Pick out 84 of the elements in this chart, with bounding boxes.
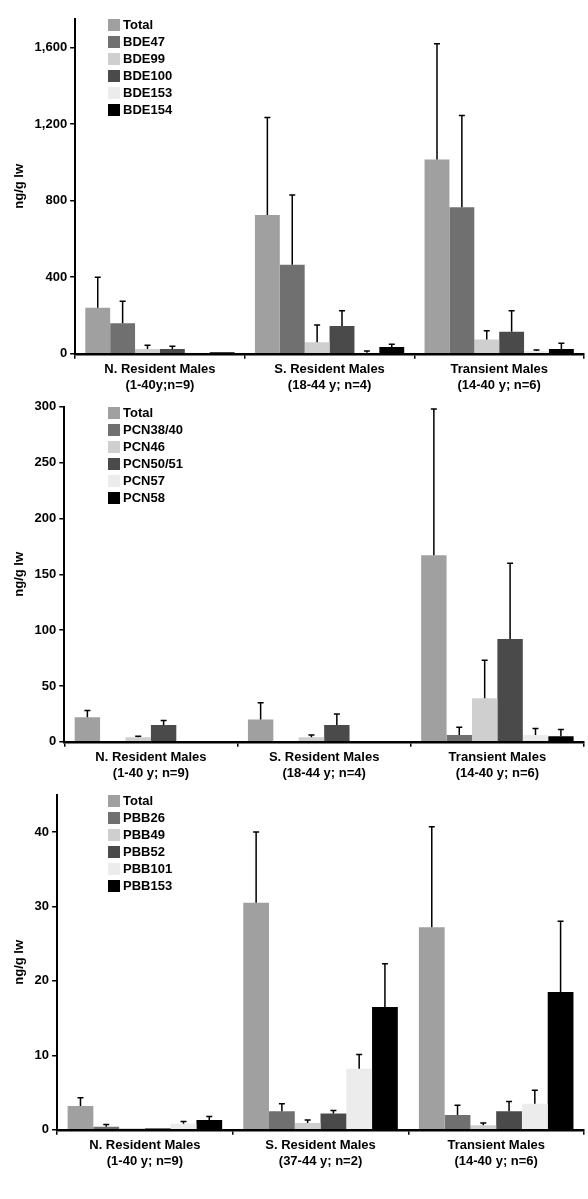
bar [449,207,475,354]
legend-label: Total [123,16,154,33]
bar [329,326,355,354]
bar [159,349,185,354]
x-tick-label: S. Resident Males (37-44 y; n=2) [265,1137,376,1168]
bar [320,1113,347,1130]
legend-label: PBB153 [123,877,173,894]
bar [524,350,549,354]
x-tick-label: N. Resident Males (1-40y;n=9) [104,361,216,392]
bar [470,1125,497,1130]
bar [279,264,305,354]
bar [135,349,160,354]
bar [170,1123,197,1130]
legend-label: PCN38/40 [123,421,183,438]
x-tick-label: S. Resident Males (18-44 y; n=4) [268,749,380,780]
legend-label: Total [123,792,154,809]
bar [150,725,177,742]
bar [446,735,472,742]
y-axis-title: ng/g lw [11,939,27,985]
bar [67,1105,94,1130]
bar [74,717,101,742]
y-tick-label: 30 [34,898,50,914]
bar [269,1111,295,1130]
legend-label: PBB52 [123,843,165,860]
legend-label: PCN57 [123,472,165,489]
x-tick-label: N. Resident Males (1-40 y; n=9) [89,1137,201,1168]
bar [254,215,280,354]
y-tick-label: 10 [34,1046,50,1062]
legend-label: BDE154 [123,101,173,118]
legend-label: BDE47 [123,33,165,50]
y-tick-label: 400 [45,268,68,284]
legend-label: PCN46 [123,438,165,455]
y-tick-label: 50 [41,677,57,693]
bar [497,639,523,742]
bar [294,1123,321,1130]
y-tick-label: 1,200 [34,115,68,131]
legend-label: BDE99 [123,50,165,67]
y-tick-label: 40 [34,823,50,839]
x-tick-label: Transient Males (14-40 y; n=6) [447,1137,545,1168]
y-tick-label: 20 [34,972,50,988]
legend-label: BDE100 [123,67,173,84]
bar [298,737,325,742]
legend-label: Total [123,404,154,421]
bar [471,698,498,742]
y-tick-label: 200 [34,510,57,526]
legend-label: BDE153 [123,84,173,101]
y-tick-label: 0 [49,733,57,749]
bar [85,307,111,354]
bar [474,339,500,354]
bar [304,342,330,354]
bar [125,737,151,742]
x-tick-label: S. Resident Males (18-44 y; n=4) [274,361,385,392]
legend-label: PCN50/51 [123,455,183,472]
legend-label: PBB49 [123,826,165,843]
x-tick-label: Transient Males (14-40 y; n=6) [448,749,547,780]
bar [247,719,274,742]
bar [499,331,525,354]
y-tick-label: 250 [34,454,57,470]
y-axis-title: ng/g lw [11,163,27,209]
y-tick-label: 300 [34,398,57,414]
y-tick-label: 0 [41,1121,50,1137]
legend-label: PBB101 [123,860,173,877]
x-tick-label: Transient Males (14-40 y; n=6) [450,361,548,392]
bar [424,159,450,354]
y-tick-label: 0 [59,345,68,361]
bar [521,1103,548,1130]
bar [243,902,270,1130]
bar [110,323,136,354]
y-axis-title: ng/g lw [11,551,27,597]
y-tick-label: 100 [34,621,57,637]
bar [324,725,350,742]
bar [444,1114,471,1130]
bar [421,555,447,742]
bar [496,1111,522,1130]
legend-label: PBB26 [123,809,165,826]
bar [522,735,549,742]
y-tick-label: 1,600 [34,39,68,55]
bar [418,927,445,1130]
y-tick-label: 800 [45,192,68,208]
bar [346,1068,373,1130]
legend-label: PCN58 [123,489,165,506]
x-tick-label: N. Resident Males (1-40 y; n=9) [95,749,207,780]
bar [93,1126,120,1130]
y-tick-label: 150 [34,565,57,581]
